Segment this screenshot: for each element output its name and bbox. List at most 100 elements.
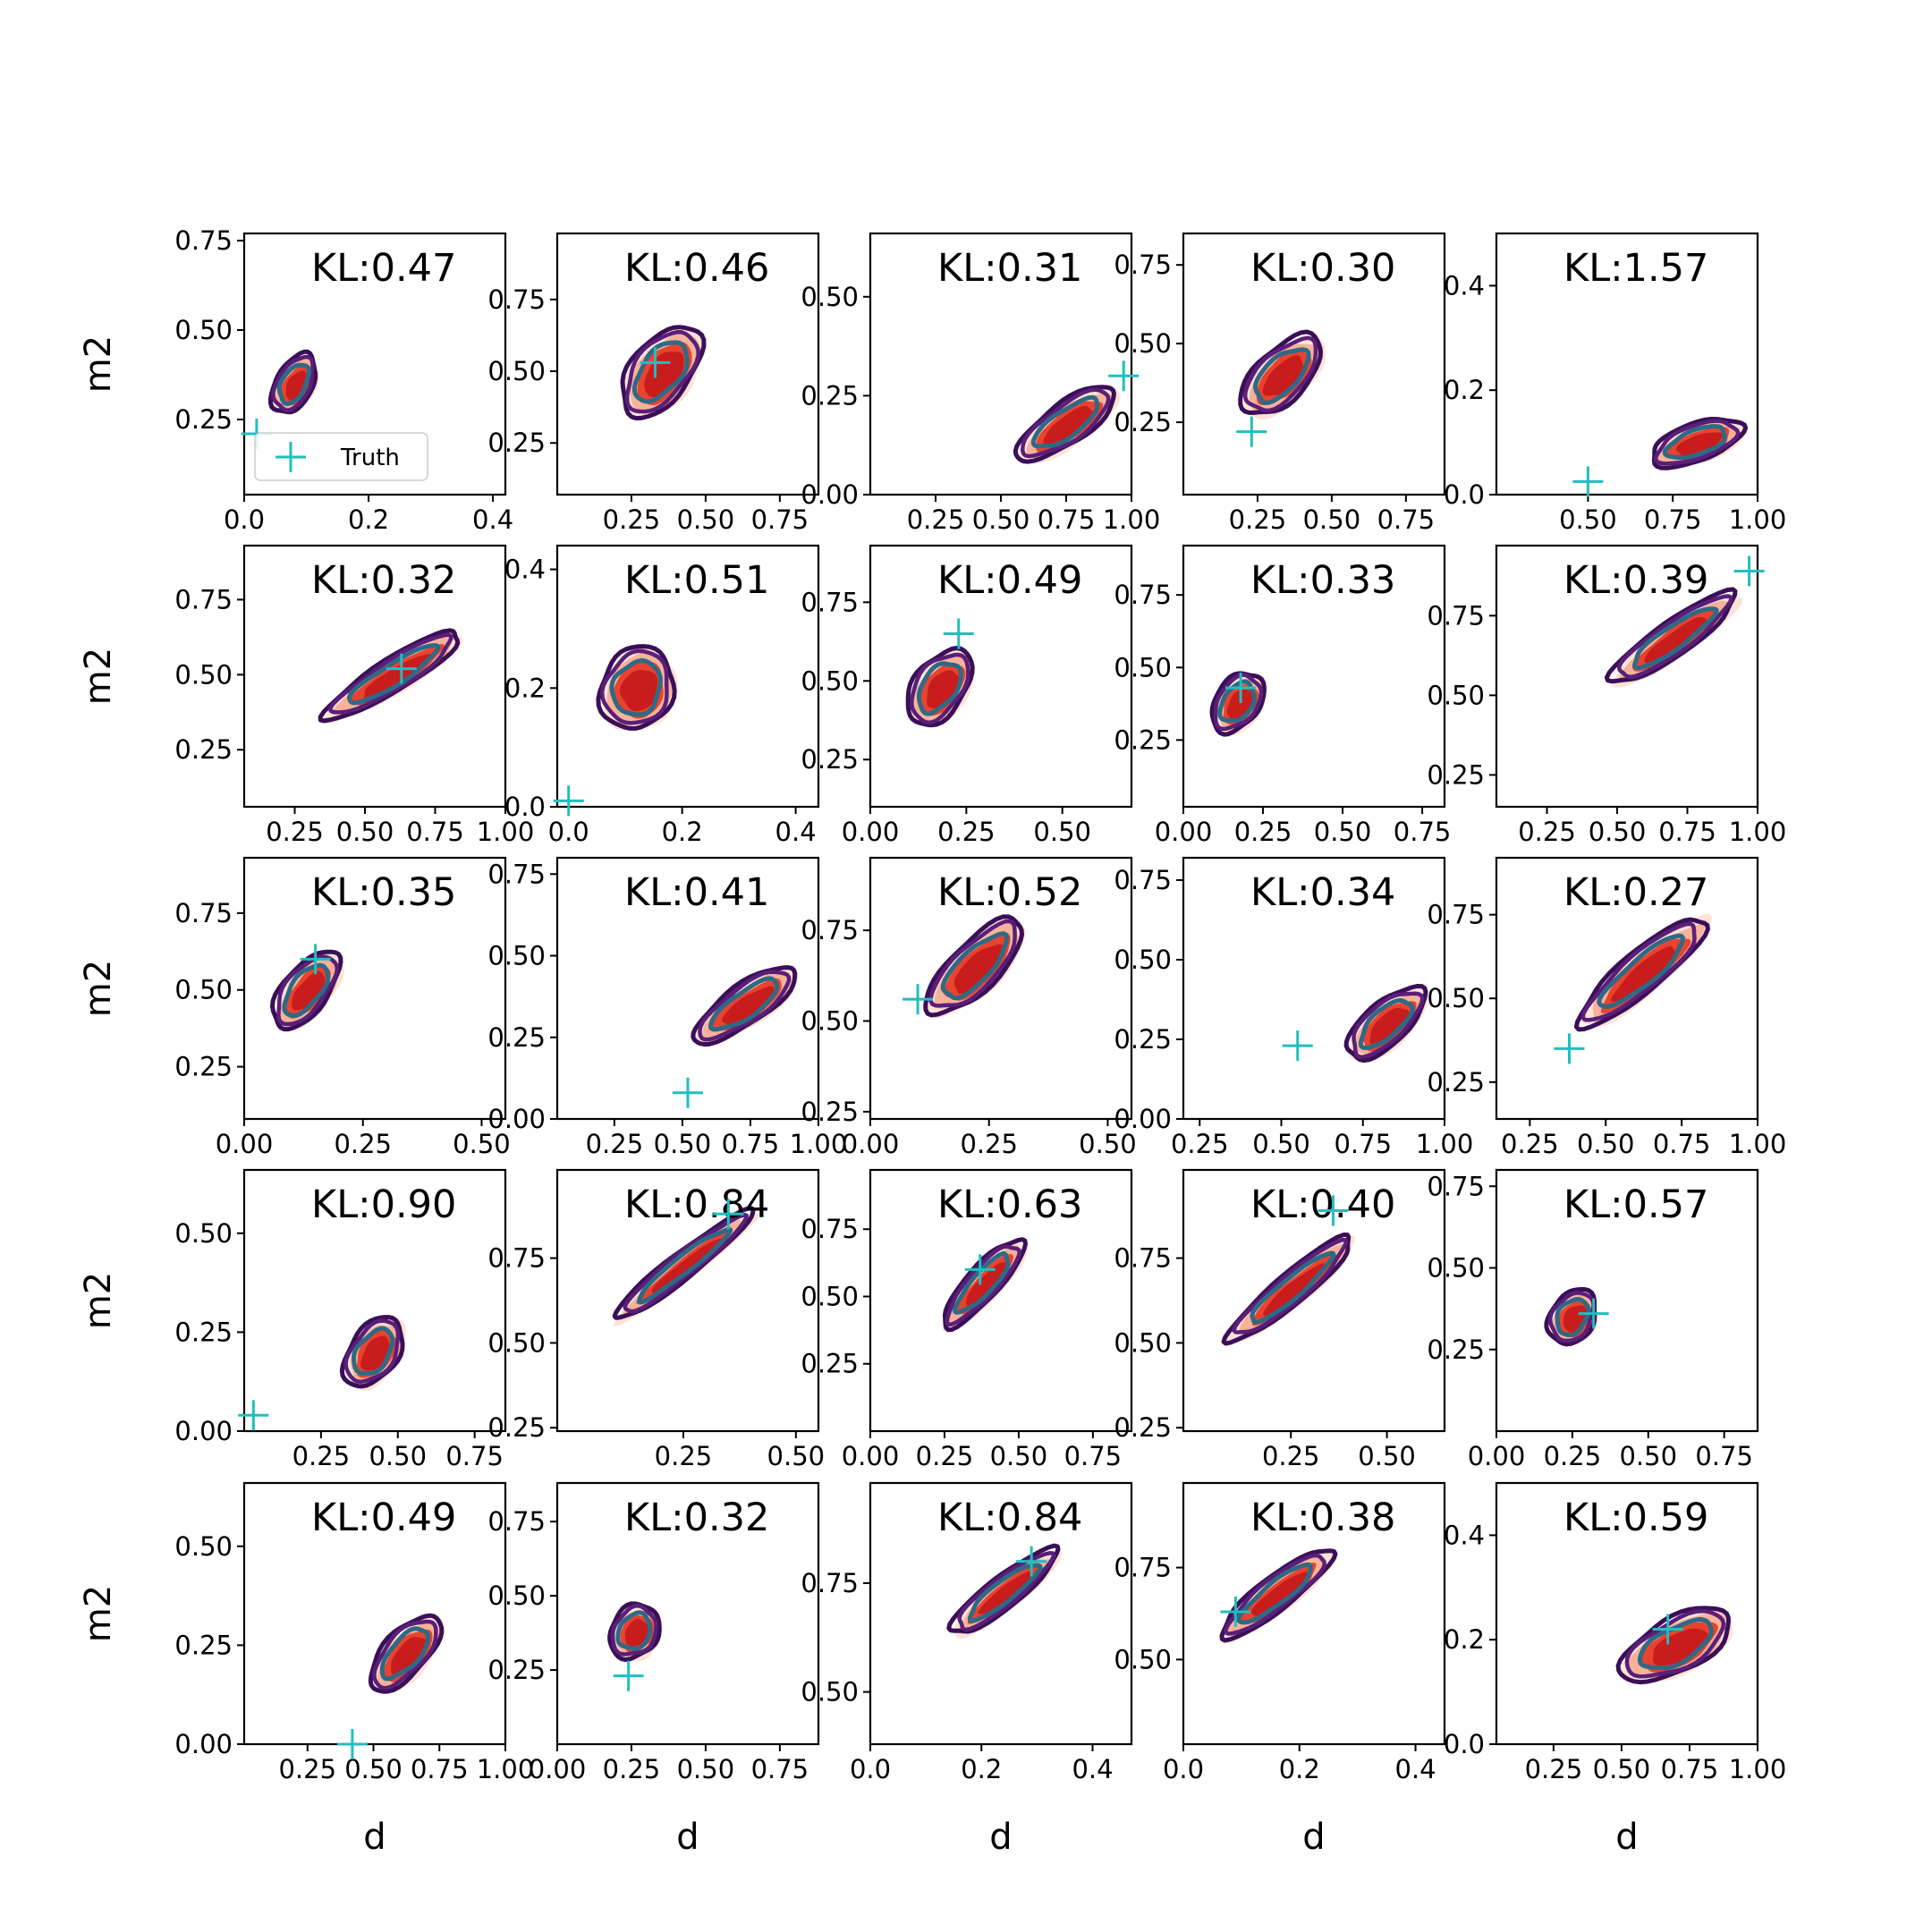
density-layer (1013, 385, 1121, 464)
contour-level-3 (347, 643, 441, 706)
y-tick-label: 0.00 (174, 1729, 233, 1759)
x-tick-label: 0.50 (677, 1754, 735, 1784)
density-layer (368, 1613, 445, 1694)
contour-level-1 (1238, 329, 1323, 415)
kl-label: KL:0.41 (624, 870, 769, 915)
y-tick-label: 0.75 (487, 1506, 546, 1537)
contour-level-3 (276, 362, 311, 406)
subplot-14: 0.25 0.50 0.75 1.000.000.250.500.75 KL:0.34 (1114, 856, 1473, 1159)
contour-level-3 (953, 1251, 1011, 1315)
y-tick-label: 0.25 (801, 744, 859, 775)
x-tick-label: 1.00 (477, 1754, 535, 1784)
y-tick-label: 0.25 (801, 1349, 859, 1379)
y-tick-label: 0.25 (1427, 1067, 1485, 1097)
axes-frame (1182, 232, 1446, 496)
y-tick-label: 0.4 (1444, 270, 1485, 301)
truth-marker (1652, 1614, 1683, 1645)
y-tick-label: 0.25 (1114, 407, 1172, 437)
density-layer (1343, 984, 1428, 1063)
density-fill-level-4 (1250, 1572, 1309, 1617)
truth-marker (1220, 1596, 1251, 1627)
y-tick-label: 0.75 (801, 1214, 859, 1244)
subplot-9: 0.00 0.25 0.50 0.75 0.25 0.50 0.75 KL:0.33 (1114, 544, 1451, 847)
x-axis-label: d (1302, 1817, 1325, 1858)
x-tick-label: 0.25 (655, 1441, 713, 1471)
contour-level-2 (623, 1212, 749, 1314)
x-tick-label: 0.4 (775, 817, 817, 847)
truth-marker (964, 1254, 996, 1285)
axes-frame (1182, 856, 1446, 1121)
subplot-15: 0.25 0.50 0.75 1.00 0.25 0.50 0.75 KL:0.27 (1427, 856, 1786, 1159)
contour-level-2 (910, 652, 970, 725)
y-tick-label: 0.50 (174, 1218, 233, 1249)
density-layer (942, 1237, 1028, 1333)
y-tick-label: 0.50 (487, 1580, 546, 1611)
density-layer (268, 349, 319, 415)
kl-label: KL:0.40 (1250, 1182, 1395, 1227)
x-tick-label: 0.50 (972, 504, 1030, 535)
kl-label: KL:0.49 (311, 1496, 456, 1540)
x-tick-label: 0.25 (266, 817, 324, 847)
y-tick-label: 0.75 (1427, 600, 1485, 631)
x-tick-label: 0.75 (411, 1754, 469, 1784)
y-tick-label: 0.25 (1114, 1024, 1172, 1055)
truth-marker (1554, 1033, 1585, 1064)
contour-level-2 (1232, 1237, 1349, 1335)
truth-marker (1016, 1546, 1047, 1577)
kl-label: KL:0.32 (311, 558, 456, 603)
contour-level-3 (1030, 394, 1100, 449)
axes-frame (242, 856, 507, 1121)
y-tick-label: 0.50 (1114, 328, 1172, 359)
contour-level-1 (607, 1601, 662, 1663)
x-tick-label: 0.25 (292, 1441, 351, 1471)
truth-marker (943, 618, 974, 649)
y-tick-label: 0.50 (174, 975, 233, 1005)
contour-level-2 (372, 1619, 438, 1690)
density-layer (612, 1206, 759, 1326)
contour-level-3 (615, 1610, 653, 1651)
axes-frame (242, 544, 507, 809)
density-fill-level-4 (364, 654, 433, 699)
contour-level-3 (916, 661, 963, 716)
x-tick-label: 0.00 (842, 817, 900, 847)
y-tick-label: 0.50 (1114, 652, 1172, 682)
kl-label: KL:0.63 (937, 1182, 1082, 1227)
density-fill-level-4 (1610, 945, 1676, 1003)
kl-label: KL:0.35 (311, 870, 456, 915)
contour-level-3 (1637, 1616, 1714, 1671)
contour-level-3 (379, 1626, 431, 1682)
y-tick-label: 0.75 (487, 1243, 546, 1274)
density-fill-level-4 (292, 970, 326, 1011)
y-tick-label: 0.00 (1114, 1104, 1172, 1134)
density-layer (1544, 1286, 1599, 1347)
axes-frame (869, 1168, 1133, 1433)
density-layer (1219, 1548, 1338, 1644)
x-tick-label: 0.25 (937, 817, 996, 847)
y-tick-label: 0.50 (801, 1677, 859, 1707)
y-tick-label: 0.25 (1114, 724, 1172, 755)
y-tick-label: 0.75 (174, 225, 233, 256)
y-axis-label: m2 (78, 1585, 119, 1642)
axes-frame (869, 544, 1133, 809)
y-tick-label: 0.50 (174, 659, 233, 690)
truth-marker (336, 1729, 368, 1759)
x-tick-label: 0.00 (842, 1129, 900, 1159)
x-tick-label: 0.25 (907, 504, 965, 535)
subplot-4: 0.25 0.50 0.75 0.25 0.50 0.75 KL:0.30 (1114, 232, 1446, 535)
density-fill-level-4 (624, 1618, 650, 1648)
subplot-1: 0.0 0.2 0.4 0.25 0.50 0.75 KL:0.47 Truth m2 (78, 225, 513, 535)
contour-level-3 (1597, 933, 1685, 1009)
x-tick-label: 0.50 (654, 1129, 712, 1159)
truth-marker (553, 785, 584, 817)
y-tick-label: 0.25 (487, 1022, 546, 1053)
x-tick-label: 0.50 (1593, 1754, 1651, 1784)
x-tick-label: 0.75 (1661, 1754, 1719, 1784)
y-tick-label: 0.25 (1427, 1335, 1485, 1365)
x-tick-label: 0.4 (472, 504, 513, 535)
axes-frame (555, 1481, 820, 1746)
x-tick-label: 0.25 (586, 1129, 644, 1159)
contour-level-1 (923, 914, 1024, 1018)
truth-marker (1572, 466, 1604, 497)
x-tick-label: 0.25 (334, 1129, 392, 1159)
